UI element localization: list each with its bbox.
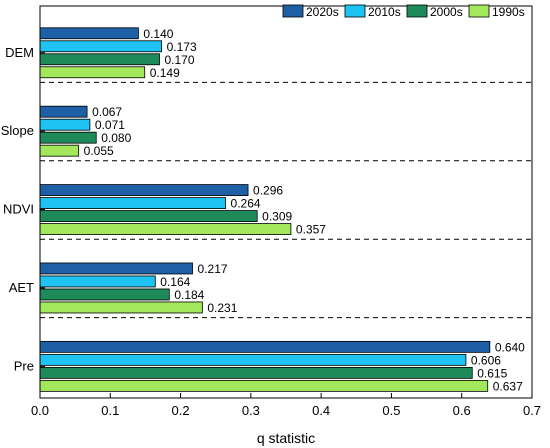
bars — [39, 27, 491, 392]
legend-label: 2010s — [368, 5, 401, 19]
legend-label: 2000s — [430, 5, 463, 19]
x-tick-label: 0.2 — [172, 403, 190, 418]
legend-swatch — [282, 4, 304, 18]
bar — [39, 379, 489, 392]
bar — [39, 223, 292, 235]
category-separators — [40, 81, 532, 319]
y-tick-label: AET — [9, 280, 34, 295]
data-label: 0.071 — [95, 118, 125, 132]
y-axis: DEM Slope NDVI AET Pre — [1, 45, 45, 373]
data-label: 0.357 — [296, 223, 326, 237]
data-label: 0.217 — [198, 262, 228, 276]
data-label: 0.264 — [231, 197, 261, 211]
bar — [39, 366, 473, 379]
data-label: 0.637 — [493, 379, 523, 393]
bar — [39, 66, 146, 79]
legend-label: 2020s — [306, 5, 339, 19]
legend-swatch — [468, 4, 490, 18]
legend-swatch — [344, 4, 366, 18]
data-label: 0.149 — [150, 66, 180, 80]
legend: 2020s 2010s 2000s 1990s — [282, 4, 525, 19]
legend-swatch — [406, 4, 428, 18]
legend-label: 1990s — [492, 5, 525, 19]
data-label: 0.080 — [101, 131, 131, 145]
bar — [39, 262, 193, 275]
x-tick-label: 0.5 — [382, 403, 400, 418]
bar — [39, 40, 162, 53]
data-label: 0.296 — [253, 184, 283, 198]
x-axis-title: q statistic — [257, 430, 315, 446]
bar — [39, 27, 139, 40]
y-tick-label: Pre — [14, 358, 34, 373]
y-tick-label: DEM — [5, 45, 34, 60]
bar — [39, 275, 156, 288]
bar — [39, 144, 80, 157]
bar — [39, 131, 97, 144]
data-label: 0.640 — [495, 340, 525, 354]
data-label: 0.615 — [477, 366, 507, 380]
data-label: 0.067 — [92, 105, 122, 119]
data-label: 0.184 — [174, 288, 204, 302]
data-label: 0.140 — [143, 27, 173, 41]
y-tick-label: Slope — [1, 123, 34, 138]
x-tick-label: 0.3 — [242, 403, 260, 418]
data-label: 0.309 — [262, 210, 292, 224]
x-tick-label: 0.0 — [31, 403, 49, 418]
x-tick-label: 0.7 — [523, 403, 541, 418]
bar — [39, 353, 467, 366]
bar — [39, 197, 226, 209]
x-tick-label: 0.6 — [453, 403, 471, 418]
x-axis: 0.0 0.1 0.2 0.3 0.4 0.5 0.6 0.7 — [31, 393, 541, 418]
data-label: 0.173 — [167, 40, 197, 54]
data-label: 0.231 — [207, 301, 237, 315]
bar — [39, 288, 170, 301]
bar — [39, 105, 88, 118]
bar — [39, 184, 249, 196]
bar — [39, 118, 91, 131]
data-label: 0.055 — [84, 144, 114, 158]
x-tick-label: 0.1 — [101, 403, 119, 418]
bar — [39, 340, 491, 353]
x-tick-label: 0.4 — [312, 403, 330, 418]
bar — [39, 53, 160, 66]
y-tick-label: NDVI — [3, 202, 34, 217]
data-label: 0.164 — [160, 275, 190, 289]
bar — [39, 210, 258, 222]
bar — [39, 301, 203, 314]
data-label: 0.606 — [471, 353, 501, 367]
data-label: 0.170 — [164, 53, 194, 67]
